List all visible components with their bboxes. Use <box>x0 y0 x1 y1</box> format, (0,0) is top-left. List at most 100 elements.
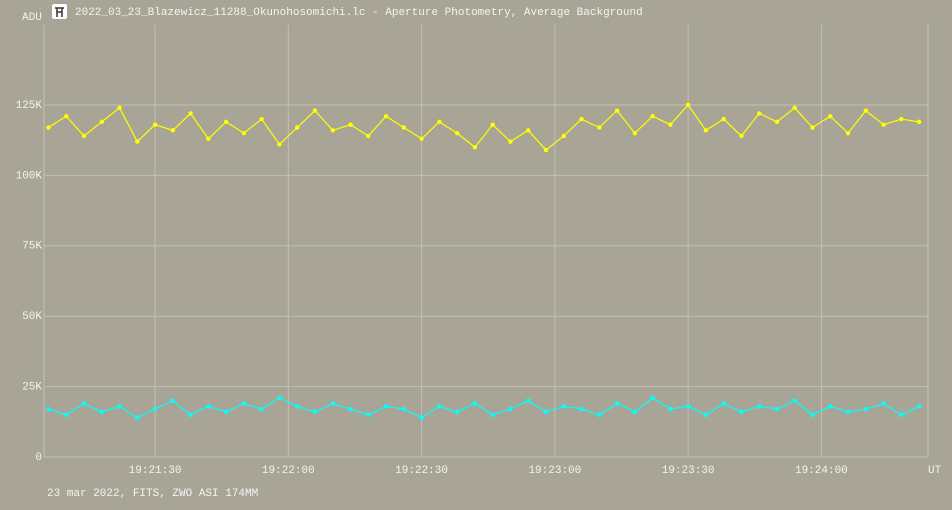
data-point <box>632 409 638 415</box>
app-icon-glyph <box>55 7 64 17</box>
data-point <box>99 409 104 415</box>
x-tick-label: 19:24:00 <box>795 465 848 477</box>
data-point <box>756 111 762 116</box>
data-point <box>419 136 424 141</box>
series-line <box>48 104 920 151</box>
data-point <box>135 415 140 420</box>
data-point <box>668 406 673 412</box>
data-point <box>810 412 815 417</box>
data-point <box>863 108 869 113</box>
data-point <box>899 412 904 417</box>
data-point <box>170 398 176 403</box>
data-point <box>668 122 673 127</box>
data-point <box>170 128 176 133</box>
series-line <box>48 397 920 419</box>
data-point <box>295 125 300 130</box>
data-point <box>241 130 247 136</box>
data-point <box>490 412 495 417</box>
data-point <box>401 125 407 130</box>
data-point <box>508 406 513 412</box>
data-point <box>472 401 478 406</box>
data-point <box>721 116 726 122</box>
data-point <box>792 398 797 403</box>
data-point <box>64 114 69 119</box>
y-tick-label: 50K <box>22 311 42 323</box>
data-point <box>810 125 815 130</box>
data-point <box>348 122 353 127</box>
data-point <box>916 119 922 125</box>
data-point <box>295 404 300 409</box>
data-point <box>828 404 833 409</box>
data-point <box>614 108 620 113</box>
data-point <box>454 130 460 136</box>
data-point <box>206 136 211 141</box>
data-point <box>792 105 797 110</box>
data-point <box>312 108 318 113</box>
data-point <box>241 401 247 406</box>
data-point <box>508 139 513 144</box>
data-point <box>366 133 371 139</box>
data-point <box>437 404 442 409</box>
data-point <box>46 406 51 412</box>
data-point <box>685 404 691 409</box>
y-tick-label: 75K <box>22 241 42 253</box>
data-point <box>774 406 780 412</box>
data-point <box>614 401 620 406</box>
data-point <box>703 128 709 133</box>
data-point <box>828 114 833 119</box>
data-point <box>774 119 780 125</box>
data-point <box>188 111 193 116</box>
data-point <box>597 125 602 130</box>
data-point <box>739 409 744 415</box>
data-point <box>259 406 264 412</box>
y-tick-label: 25K <box>22 382 42 394</box>
data-point <box>845 409 851 415</box>
y-tick-label: 100K <box>16 170 43 182</box>
data-point <box>490 122 495 127</box>
data-point <box>863 406 869 412</box>
data-point <box>383 404 389 409</box>
data-point <box>703 412 709 417</box>
data-point <box>437 119 442 125</box>
data-point <box>739 133 744 139</box>
data-point <box>526 398 531 403</box>
data-point <box>685 102 691 108</box>
data-point <box>64 412 69 417</box>
x-tick-label: 19:22:30 <box>395 465 448 477</box>
data-point <box>543 409 549 415</box>
x-tick-label: 19:23:00 <box>528 465 581 477</box>
data-point <box>81 401 87 406</box>
y-axis-label: ADU <box>22 12 42 24</box>
data-point <box>650 114 655 119</box>
data-point <box>881 122 886 127</box>
data-point <box>223 409 229 415</box>
data-point <box>117 105 122 110</box>
data-point <box>135 139 140 144</box>
x-tick-label: 19:22:00 <box>262 465 315 477</box>
y-tick-label: 125K <box>16 100 43 112</box>
data-point <box>526 128 531 133</box>
x-tick-label: 19:21:30 <box>129 465 182 477</box>
data-point <box>152 406 158 412</box>
data-point <box>206 404 211 409</box>
data-point <box>188 412 193 417</box>
data-point <box>99 119 104 125</box>
footer: 23 mar 2022, FITS, ZWO ASI 174MM <box>47 488 258 500</box>
data-point <box>223 119 229 125</box>
data-point <box>472 145 478 150</box>
data-point <box>46 125 51 130</box>
data-point <box>259 116 264 122</box>
data-point <box>916 404 922 409</box>
data-point <box>383 114 389 119</box>
data-point <box>561 133 566 139</box>
data-point <box>348 406 353 412</box>
data-point <box>419 415 424 420</box>
data-point <box>632 130 638 136</box>
data-point <box>899 116 904 122</box>
data-point <box>579 116 584 122</box>
data-point <box>330 401 335 406</box>
data-point <box>81 133 87 139</box>
data-point <box>312 409 318 415</box>
x-axis-label: UT <box>928 465 942 477</box>
